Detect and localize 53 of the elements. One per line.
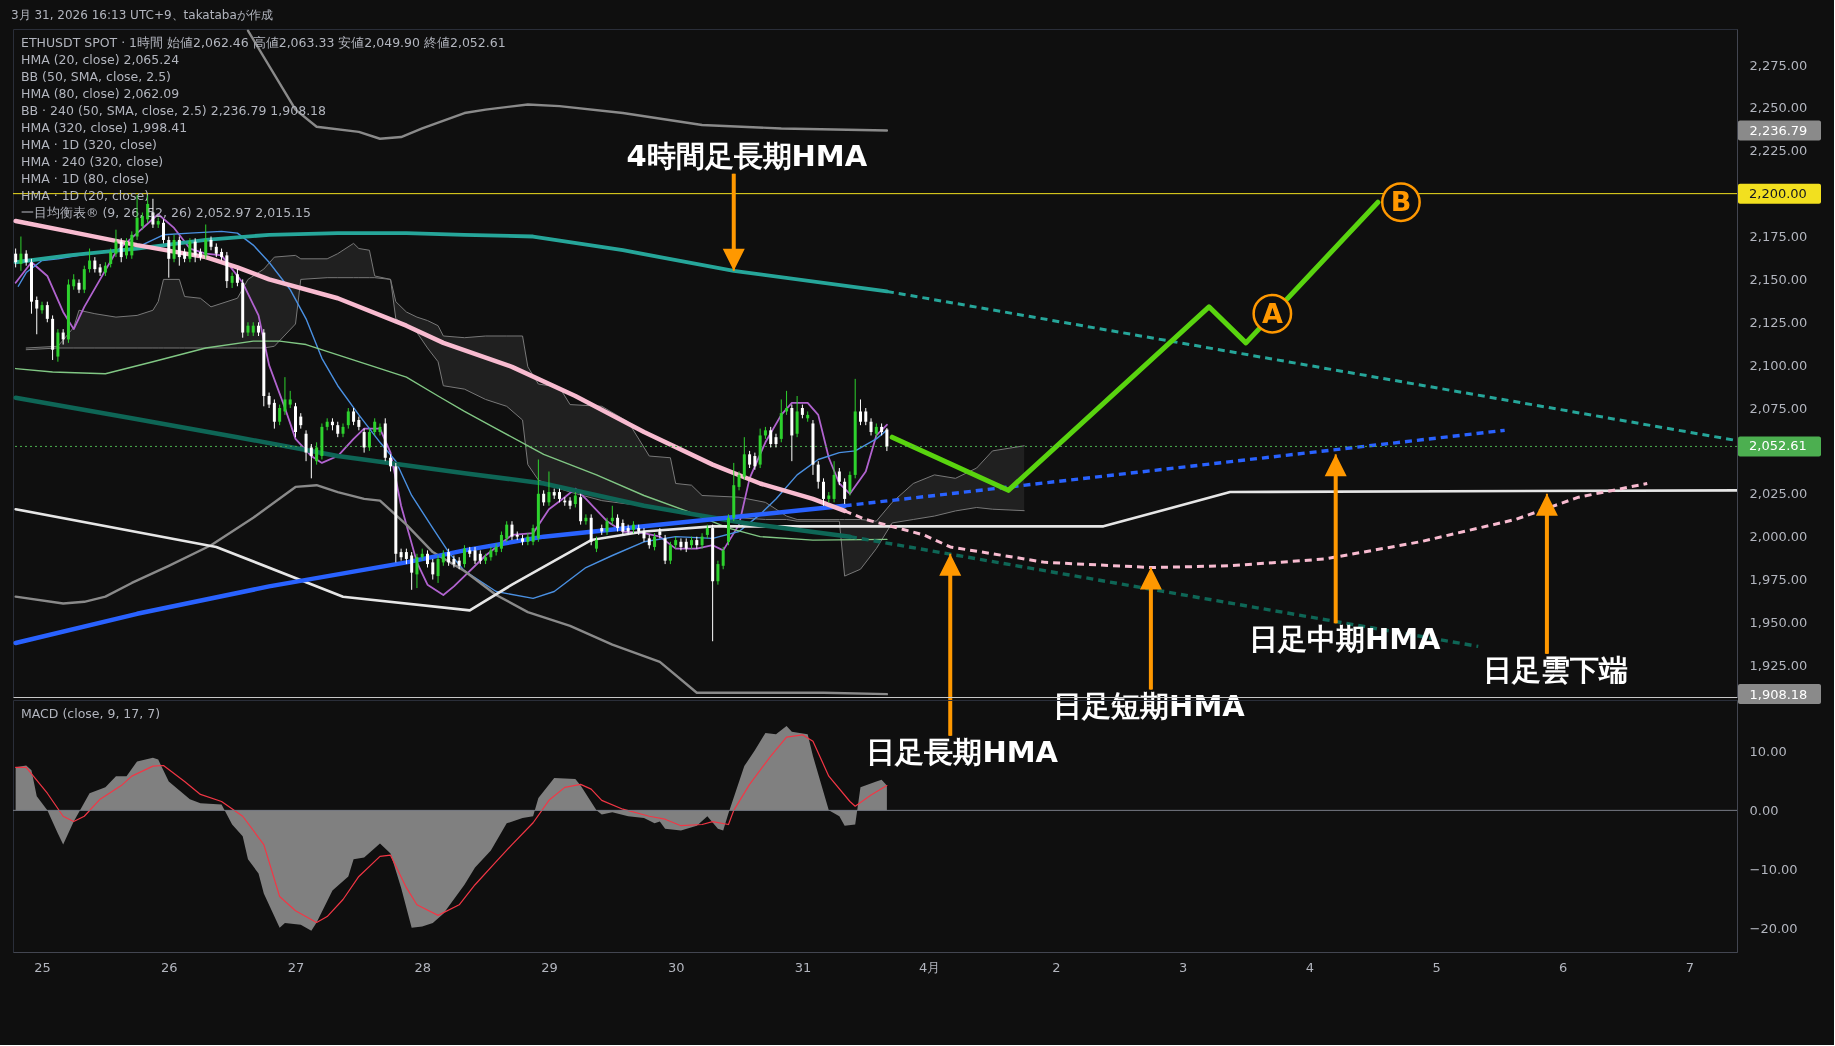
y-tick-label: 2,236.79 xyxy=(1749,123,1808,139)
annotation: 日足雲下端 xyxy=(1483,652,1629,687)
x-tick-label: 29 xyxy=(541,959,558,975)
y-tick-label: 0.00 xyxy=(1749,802,1779,818)
x-tick-label: 27 xyxy=(287,959,305,975)
x-tick-label: 26 xyxy=(160,959,178,975)
text: MACD (close, 9, 17, 7) xyxy=(21,706,161,721)
annotation: HMA · 1D (80, close) xyxy=(21,171,150,186)
x-tick-label: 31 xyxy=(794,959,812,975)
ref-line-label: 2,052.61 xyxy=(1749,438,1807,454)
x-tick-label: 28 xyxy=(414,959,431,975)
x-tick-label: 5 xyxy=(1432,959,1441,975)
x-tick-label: 4月 xyxy=(918,959,941,975)
y-tick-label: 2,000.00 xyxy=(1749,529,1808,545)
ref-line-label: 2,200.00 xyxy=(1749,185,1807,201)
y-tick-label: 2,125.00 xyxy=(1749,314,1808,330)
y-tick-label: 2,175.00 xyxy=(1749,229,1808,245)
annotation: 4時間足長期HMA xyxy=(626,138,868,173)
y-tick-label: −10.00 xyxy=(1749,861,1798,877)
y-tick-label: 2,150.00 xyxy=(1749,271,1808,287)
annotation: 日足長期HMA xyxy=(866,734,1059,769)
x-tick-label: 4 xyxy=(1305,959,1314,975)
line-series xyxy=(14,340,888,541)
annotation: HMA · 1D (320, close) xyxy=(21,137,157,152)
y-tick-label: 1,925.00 xyxy=(1749,657,1808,673)
annotation: HMA (80, close) 2,062.09 xyxy=(21,86,180,101)
annotation: BB (50, SMA, close, 2.5) xyxy=(21,69,171,84)
y-tick-label: 1,950.00 xyxy=(1749,614,1808,630)
annotation: HMA (320, close) 1,998.41 xyxy=(21,120,188,135)
y-tick-label: 10.00 xyxy=(1749,743,1787,759)
x-tick-label: 7 xyxy=(1685,959,1695,975)
y-tick-label: 1,908.18 xyxy=(1749,686,1808,702)
x-tick-label: 6 xyxy=(1559,959,1568,975)
y-tick-label: 2,250.00 xyxy=(1749,100,1808,116)
x-tick-label: 3 xyxy=(1178,959,1188,975)
y-tick-label: −20.00 xyxy=(1749,920,1798,936)
annotation: A xyxy=(1261,297,1283,329)
y-tick-label: 2,025.00 xyxy=(1749,486,1808,502)
y-tick-label: 2,100.00 xyxy=(1749,357,1808,373)
x-tick-label: 2 xyxy=(1052,959,1061,975)
text: 3月 31, 2026 16:13 UTC+9、takatabaが作成 xyxy=(11,8,273,22)
annotation: 日足中期HMA xyxy=(1248,622,1442,657)
line-series xyxy=(14,489,1737,612)
x-tick-label: 25 xyxy=(34,959,51,975)
annotation: HMA (20, close) 2,065.24 xyxy=(21,52,180,67)
line-series xyxy=(14,484,889,696)
annotation: B xyxy=(1390,186,1412,218)
y-tick-label: 2,275.00 xyxy=(1749,57,1808,73)
y-tick-label: 1,975.00 xyxy=(1749,572,1808,588)
y-tick-label: 2,225.00 xyxy=(1749,143,1808,159)
y-tick-label: 2,075.00 xyxy=(1749,400,1808,416)
annotation: HMA · 240 (320, close) xyxy=(21,154,164,169)
x-tick-label: 30 xyxy=(667,959,685,975)
